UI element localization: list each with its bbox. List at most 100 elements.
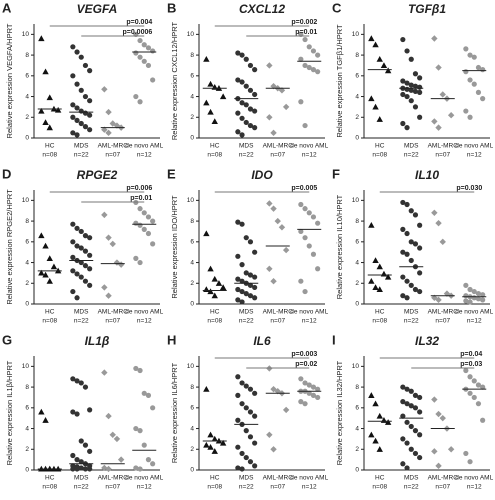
data-point xyxy=(376,412,383,419)
data-point xyxy=(38,35,45,42)
y-tick-label: 0 xyxy=(190,467,194,474)
data-point xyxy=(105,465,112,473)
data-point xyxy=(400,384,406,390)
data-point xyxy=(368,278,375,284)
data-point xyxy=(239,100,245,106)
data-point xyxy=(266,200,273,207)
data-point xyxy=(87,466,93,472)
n-label: n=22 xyxy=(404,484,419,491)
data-point xyxy=(74,378,80,384)
data-point xyxy=(137,54,143,60)
data-point xyxy=(78,228,84,235)
y-tick-label: 0 xyxy=(190,135,194,142)
data-point xyxy=(243,454,249,461)
data-point xyxy=(431,448,438,455)
y-tick-label: 0 xyxy=(190,301,194,308)
data-point xyxy=(435,219,442,227)
data-point xyxy=(480,67,486,73)
data-point xyxy=(141,390,147,396)
data-point xyxy=(235,110,241,116)
panel: A VEGFA Relative expression VEGFA/HPRT 0 2 4 6… xyxy=(2,0,164,158)
panel: E IDO Relative expression IDO/HPRT 0 2 4 6 8 10 H… xyxy=(167,166,329,324)
x-tick-label: MDS xyxy=(239,143,254,150)
data-point xyxy=(368,431,375,438)
data-point xyxy=(252,390,258,396)
n-label: n=22 xyxy=(239,152,254,159)
data-point xyxy=(252,249,258,255)
data-point xyxy=(404,440,410,446)
data-point xyxy=(252,284,258,291)
data-point xyxy=(105,412,112,420)
data-point xyxy=(408,282,414,288)
panel: G IL1β Relative expression IL1β/HPRT 0 2 4 6 8 1… xyxy=(2,332,164,490)
data-point xyxy=(274,388,281,395)
y-tick-label: 0 xyxy=(355,135,359,142)
data-point xyxy=(404,251,410,257)
data-point xyxy=(243,270,249,276)
data-point xyxy=(247,409,254,415)
n-label: n=08 xyxy=(42,484,57,491)
data-point xyxy=(400,436,406,442)
data-point xyxy=(471,378,477,384)
data-point xyxy=(417,114,423,120)
data-point xyxy=(133,365,139,372)
data-point xyxy=(431,118,438,125)
data-point xyxy=(78,259,84,266)
panel-title: IL32 xyxy=(415,334,439,348)
data-point xyxy=(435,410,442,418)
data-point xyxy=(82,263,89,269)
data-point xyxy=(372,103,379,110)
data-point xyxy=(463,46,469,52)
y-tick-label: 0 xyxy=(25,135,29,142)
data-point xyxy=(70,254,76,260)
x-tick-label: MDS xyxy=(239,475,254,482)
data-point xyxy=(82,93,89,100)
data-point xyxy=(70,44,76,50)
panel: B CXCL12 Relative expression CXCL12/HPRT 0 2… xyxy=(167,0,329,158)
data-point xyxy=(239,79,245,85)
p-value: p=0.004 xyxy=(126,19,152,26)
y-axis-label: Relative expression VEGFA/HPRT xyxy=(5,23,14,138)
panel-letter: I xyxy=(332,332,336,347)
data-point xyxy=(219,439,227,446)
data-point xyxy=(439,238,446,246)
y-tick-label: 4 xyxy=(355,425,359,432)
y-axis-label: Relative expression IL32/HPRT xyxy=(335,360,344,465)
x-tick-label: AML-MRC xyxy=(98,143,129,150)
data-point xyxy=(404,230,410,237)
data-point xyxy=(87,98,93,104)
data-point xyxy=(306,64,312,71)
data-point xyxy=(133,50,139,56)
data-point xyxy=(239,262,245,268)
n-label: n=07 xyxy=(435,152,450,159)
data-point xyxy=(471,54,477,60)
data-point xyxy=(105,292,112,299)
data-point xyxy=(315,220,321,226)
x-tick-label: MDS xyxy=(404,309,419,316)
data-point xyxy=(400,36,406,43)
data-point xyxy=(87,448,93,454)
data-point xyxy=(463,282,469,288)
data-point xyxy=(278,224,286,231)
data-point xyxy=(137,99,143,105)
x-tick-label: de novo AML xyxy=(290,309,328,316)
x-tick-label: AML-MRC xyxy=(263,309,294,316)
data-point xyxy=(384,273,392,280)
data-point xyxy=(46,278,53,284)
data-point xyxy=(372,41,379,48)
data-point xyxy=(368,222,375,228)
panel-title: RPGE2 xyxy=(77,168,118,182)
p-value: p=0.003 xyxy=(291,351,317,358)
y-axis-label: Relative expression IDO/HPRT xyxy=(170,195,179,299)
data-point xyxy=(417,75,423,81)
y-tick-label: 4 xyxy=(190,425,194,432)
data-point xyxy=(435,462,442,470)
data-point xyxy=(298,201,304,208)
data-point xyxy=(113,122,121,129)
y-tick-label: 4 xyxy=(25,425,29,432)
data-point xyxy=(203,286,210,293)
n-label: n=12 xyxy=(467,152,482,159)
data-point xyxy=(42,68,49,75)
x-tick-label: MDS xyxy=(74,475,89,482)
data-point xyxy=(145,45,152,51)
